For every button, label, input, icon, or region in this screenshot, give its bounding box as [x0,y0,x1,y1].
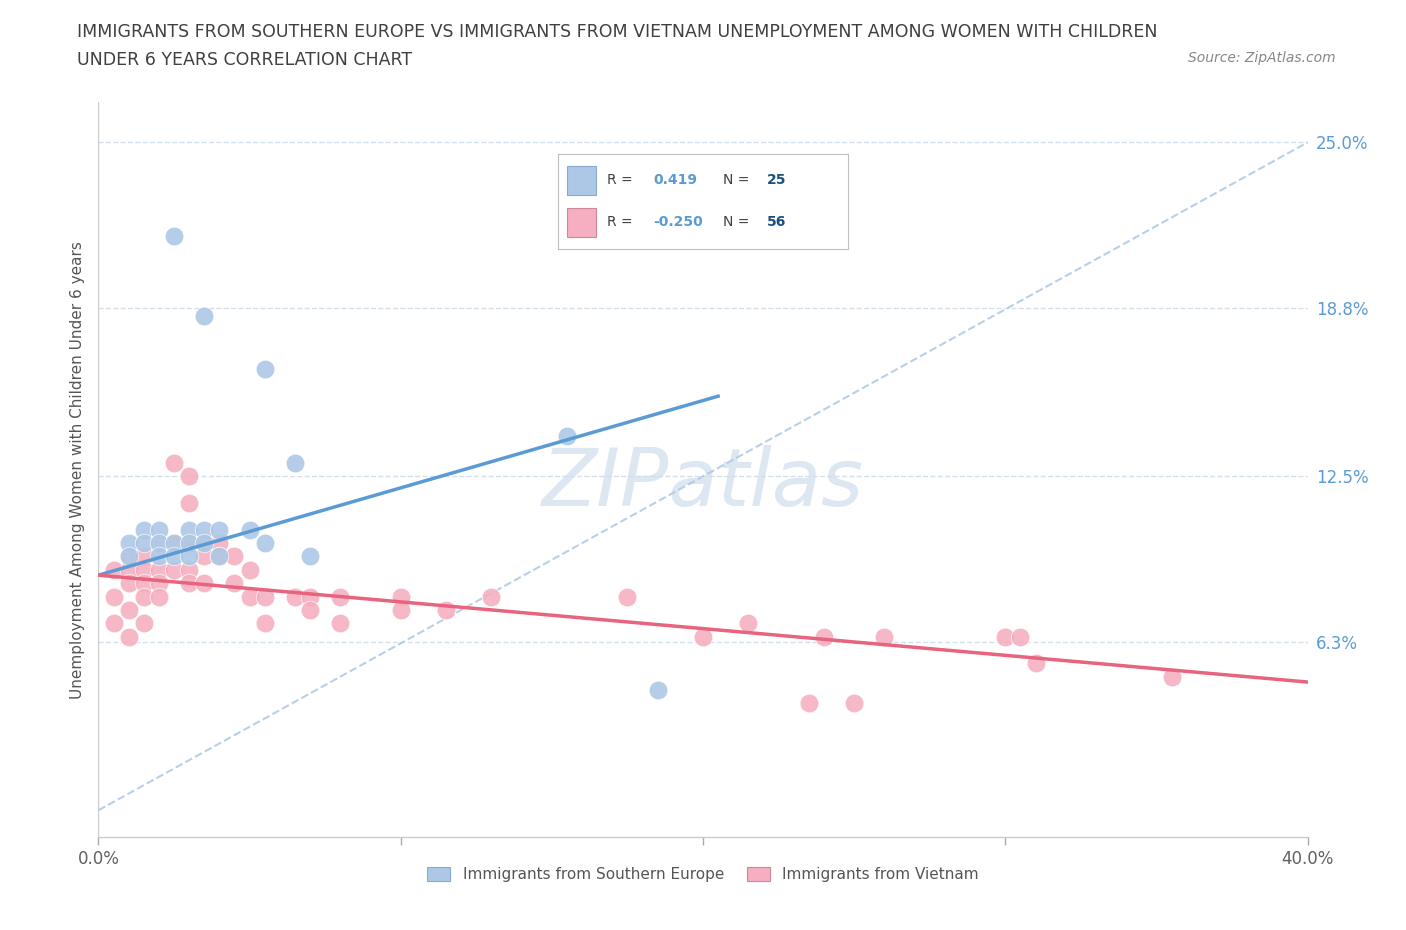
Point [481,589,503,604]
Point [132,589,155,604]
Point [253,616,276,631]
Point [193,523,215,538]
Point [284,589,307,604]
Point [118,563,141,578]
Point [148,549,170,564]
Point [132,536,155,551]
Point [118,549,141,564]
Point [253,362,276,377]
Point [118,536,141,551]
Point [844,696,866,711]
Point [1010,630,1032,644]
Point [1024,656,1046,671]
Point [103,616,125,631]
Point [797,696,820,711]
Point [813,630,835,644]
Point [994,630,1017,644]
Point [148,523,170,538]
Point [299,603,322,618]
Point [239,523,262,538]
Point [179,523,201,538]
Point [179,563,201,578]
Point [118,603,141,618]
Point [148,576,170,591]
Point [239,589,262,604]
Point [179,576,201,591]
Point [253,536,276,551]
Point [193,549,215,564]
Point [179,549,201,564]
Point [208,536,231,551]
Point [132,616,155,631]
Point [193,309,215,324]
Point [1160,670,1182,684]
Point [179,536,201,551]
Text: IMMIGRANTS FROM SOUTHERN EUROPE VS IMMIGRANTS FROM VIETNAM UNEMPLOYMENT AMONG WO: IMMIGRANTS FROM SOUTHERN EUROPE VS IMMIG… [77,23,1157,41]
Point [692,630,714,644]
Point [329,616,352,631]
Point [224,576,246,591]
Text: ZIPatlas: ZIPatlas [541,445,865,524]
Point [148,536,170,551]
Point [299,549,322,564]
Point [132,549,155,564]
Point [284,456,307,471]
Text: Source: ZipAtlas.com: Source: ZipAtlas.com [1188,51,1336,65]
Point [118,549,141,564]
Point [179,469,201,484]
Point [132,523,155,538]
Point [253,589,276,604]
Point [103,589,125,604]
Point [163,563,186,578]
Point [163,536,186,551]
Point [239,563,262,578]
Point [118,576,141,591]
Point [103,563,125,578]
Point [163,229,186,244]
Point [737,616,759,631]
Point [179,536,201,551]
Legend: Immigrants from Southern Europe, Immigrants from Vietnam: Immigrants from Southern Europe, Immigra… [422,861,984,888]
Point [118,630,141,644]
Point [555,429,578,444]
Text: UNDER 6 YEARS CORRELATION CHART: UNDER 6 YEARS CORRELATION CHART [77,51,412,69]
Y-axis label: Unemployment Among Women with Children Under 6 years: Unemployment Among Women with Children U… [69,241,84,698]
Point [329,589,352,604]
Point [208,523,231,538]
Point [193,576,215,591]
Point [873,630,896,644]
Point [224,549,246,564]
Point [389,589,412,604]
Point [163,536,186,551]
Point [647,683,669,698]
Point [389,603,412,618]
Point [132,576,155,591]
Point [434,603,457,618]
Point [299,589,322,604]
Point [193,536,215,551]
Point [132,563,155,578]
Point [179,496,201,511]
Point [193,536,215,551]
Point [163,456,186,471]
Point [208,549,231,564]
Point [148,589,170,604]
Point [148,563,170,578]
Point [163,549,186,564]
Point [616,589,638,604]
Point [208,549,231,564]
Point [148,536,170,551]
